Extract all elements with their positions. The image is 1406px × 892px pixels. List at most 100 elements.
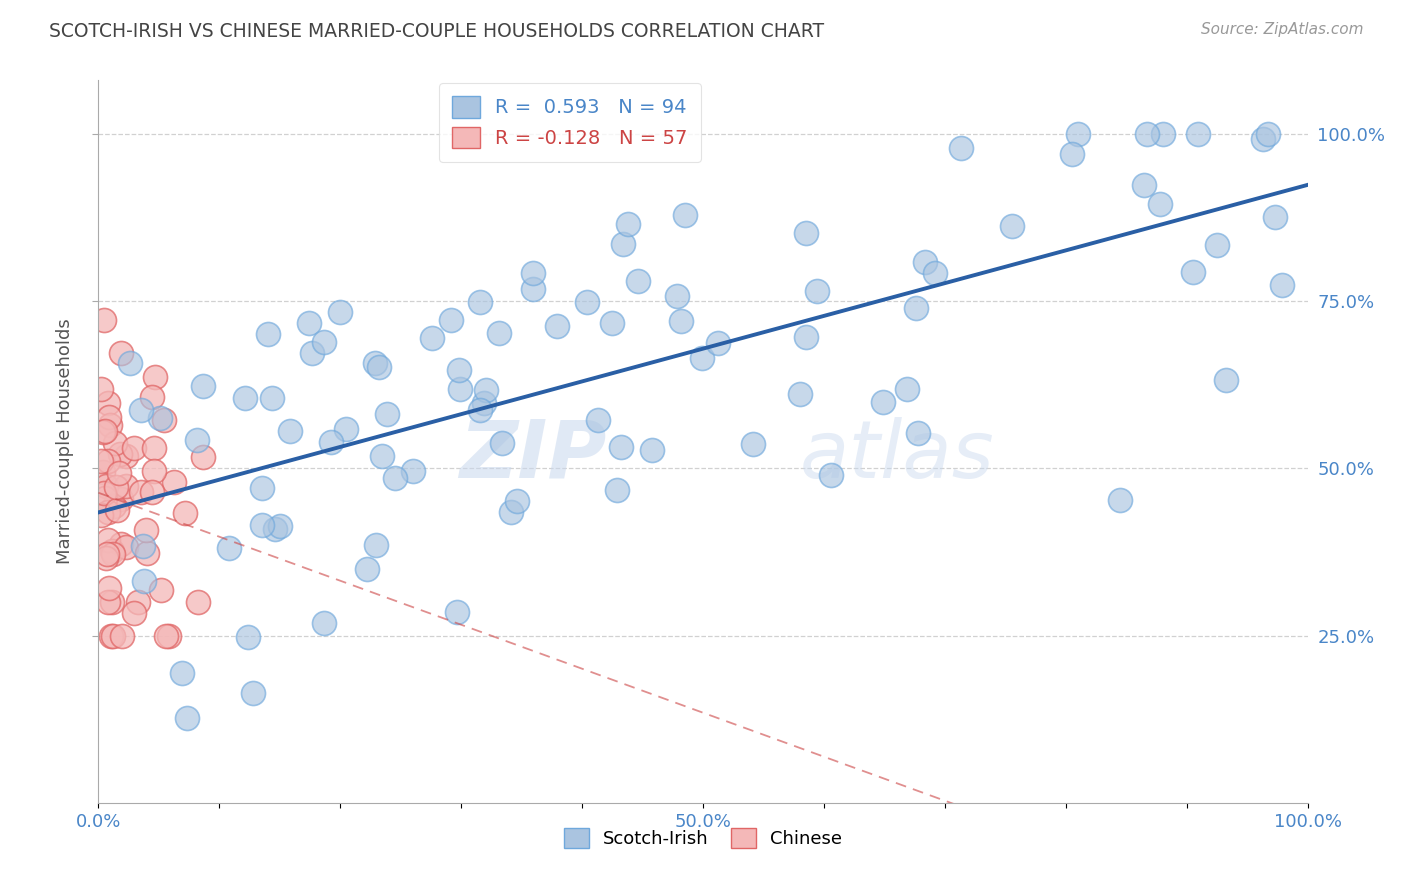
Legend: Scotch-Irish, Chinese: Scotch-Irish, Chinese	[557, 821, 849, 855]
Point	[153, 413, 176, 427]
Point	[446, 605, 468, 619]
Point	[905, 301, 928, 315]
Point	[114, 540, 136, 554]
Point	[97, 533, 120, 547]
Point	[174, 506, 197, 520]
Point	[671, 314, 693, 328]
Point	[131, 539, 153, 553]
Text: atlas: atlas	[800, 417, 994, 495]
Point	[872, 394, 894, 409]
Point	[439, 313, 461, 327]
Point	[105, 503, 128, 517]
Point	[94, 425, 117, 439]
Point	[136, 546, 159, 560]
Point	[627, 274, 650, 288]
Point	[321, 435, 343, 450]
Point	[499, 505, 522, 519]
Point	[250, 518, 273, 533]
Point	[257, 326, 280, 341]
Point	[356, 561, 378, 575]
Point	[262, 391, 284, 405]
Point	[907, 425, 929, 440]
Point	[1253, 132, 1275, 146]
Point	[375, 407, 398, 421]
Text: Source: ZipAtlas.com: Source: ZipAtlas.com	[1201, 22, 1364, 37]
Point	[191, 450, 214, 464]
Point	[105, 480, 128, 494]
Point	[100, 417, 122, 432]
Point	[94, 491, 117, 505]
Point	[896, 382, 918, 396]
Point	[364, 355, 387, 369]
Point	[96, 548, 118, 562]
Point	[142, 441, 165, 455]
Y-axis label: Married-couple Households: Married-couple Households	[56, 318, 75, 565]
Point	[789, 387, 811, 401]
Point	[470, 403, 492, 417]
Point	[312, 615, 335, 630]
Point	[475, 383, 498, 397]
Point	[264, 522, 287, 536]
Point	[522, 266, 544, 280]
Point	[94, 550, 117, 565]
Point	[472, 396, 495, 410]
Point	[364, 538, 387, 552]
Point	[103, 499, 125, 513]
Point	[1060, 147, 1083, 161]
Point	[96, 396, 118, 410]
Point	[506, 494, 529, 508]
Point	[1215, 373, 1237, 387]
Point	[586, 413, 609, 427]
Point	[1066, 127, 1088, 141]
Point	[97, 454, 120, 468]
Point	[163, 475, 186, 489]
Point	[157, 628, 180, 642]
Point	[1133, 178, 1156, 192]
Point	[110, 491, 132, 506]
Point	[97, 410, 120, 425]
Point	[93, 312, 115, 326]
Point	[278, 424, 301, 438]
Point	[600, 316, 623, 330]
Point	[1181, 265, 1204, 279]
Point	[298, 316, 321, 330]
Point	[186, 433, 208, 447]
Point	[301, 346, 323, 360]
Point	[132, 574, 155, 588]
Point	[101, 548, 124, 562]
Text: SCOTCH-IRISH VS CHINESE MARRIED-COUPLE HOUSEHOLDS CORRELATION CHART: SCOTCH-IRISH VS CHINESE MARRIED-COUPLE H…	[49, 22, 824, 41]
Point	[1152, 127, 1174, 141]
Point	[176, 711, 198, 725]
Point	[107, 467, 129, 481]
Point	[1001, 219, 1024, 233]
Point	[101, 628, 124, 642]
Point	[575, 295, 598, 310]
Point	[673, 208, 696, 222]
Point	[1264, 211, 1286, 225]
Point	[794, 226, 817, 240]
Text: ZIP: ZIP	[458, 417, 606, 495]
Point	[269, 518, 291, 533]
Point	[367, 359, 389, 374]
Point	[242, 686, 264, 700]
Point	[91, 465, 114, 479]
Point	[1149, 197, 1171, 211]
Point	[806, 285, 828, 299]
Point	[449, 382, 471, 396]
Point	[741, 437, 763, 451]
Point	[794, 330, 817, 344]
Point	[93, 486, 115, 500]
Point	[127, 595, 149, 609]
Point	[1257, 127, 1279, 141]
Point	[640, 443, 662, 458]
Point	[1206, 237, 1229, 252]
Point	[690, 351, 713, 366]
Point	[100, 595, 122, 609]
Point	[468, 295, 491, 310]
Point	[950, 141, 973, 155]
Point	[108, 447, 131, 461]
Point	[97, 595, 120, 609]
Point	[666, 289, 689, 303]
Point	[370, 449, 392, 463]
Point	[118, 356, 141, 370]
